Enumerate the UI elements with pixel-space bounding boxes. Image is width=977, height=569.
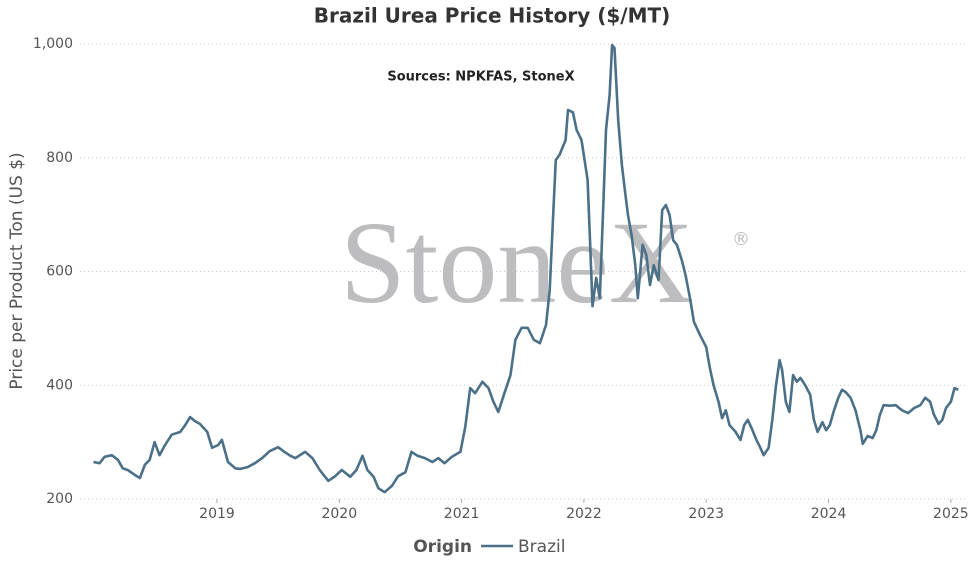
chart-title: Brazil Urea Price History ($/MT) (314, 4, 671, 28)
x-tick-label: 2024 (811, 506, 847, 522)
watermark-mark: ® (732, 229, 750, 250)
annotation: Sources: NPKFAS, StoneX (387, 70, 574, 85)
line (93, 43, 959, 494)
y-tick-label: 400 (46, 377, 73, 393)
y-tick-label: 200 (46, 491, 73, 507)
x-tick-label: 2023 (688, 506, 724, 522)
legend-title: Origin (413, 537, 472, 557)
y-axis-label: Price per Product Ton (US $) (7, 152, 27, 389)
y-tick-label: 600 (46, 264, 73, 280)
x-tick-label: 2025 (933, 506, 969, 522)
x-tick-label: 2020 (321, 506, 357, 522)
legend-label: Brazil (518, 537, 565, 557)
x-tick-label: 2022 (566, 506, 602, 522)
x-tick-label: 2019 (199, 506, 235, 522)
y-tick-label: 1,000 (33, 36, 73, 52)
x-tick-label: 2021 (444, 506, 480, 522)
y-tick-label: 800 (46, 150, 73, 166)
